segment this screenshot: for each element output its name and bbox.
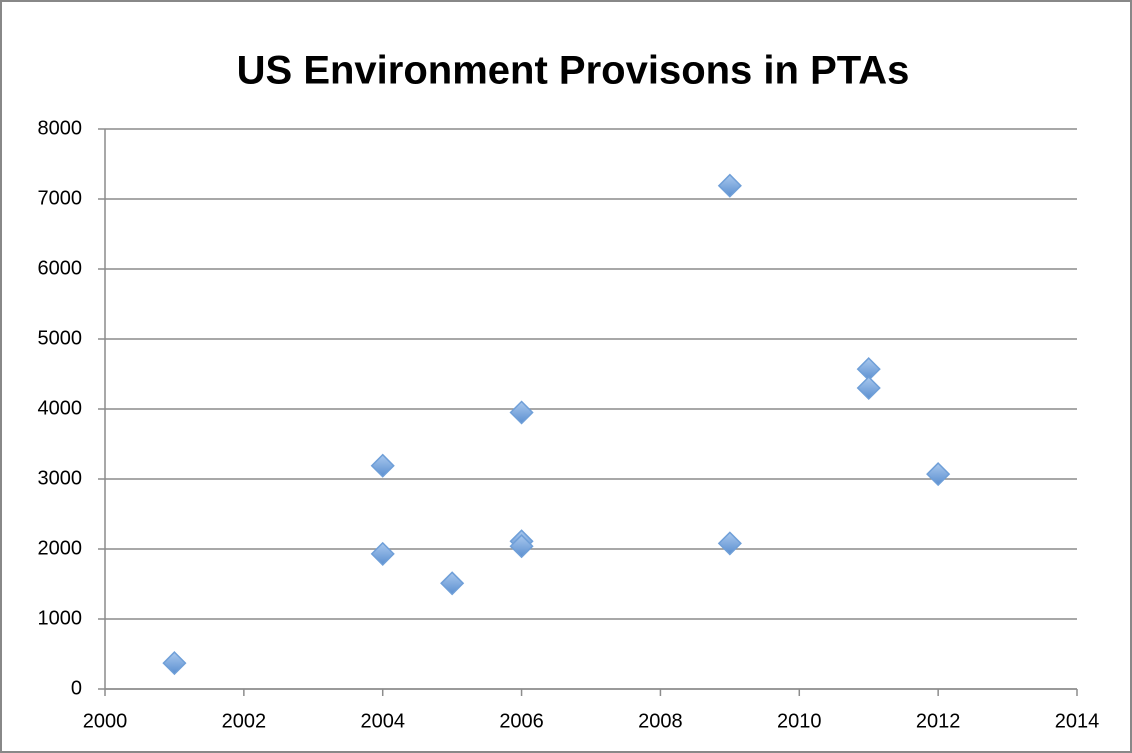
y-tick-label: 1000 xyxy=(38,607,83,629)
y-tick-label: 3000 xyxy=(38,467,83,489)
x-tick-label: 2004 xyxy=(360,710,405,732)
x-tick-label: 2000 xyxy=(83,710,128,732)
point xyxy=(926,462,951,487)
x-tick-label: 2010 xyxy=(777,710,822,732)
point xyxy=(717,531,742,556)
x-tick-label: 2014 xyxy=(1055,710,1100,732)
x-tick-label: 2012 xyxy=(916,710,961,732)
y-tick-label: 4000 xyxy=(38,397,83,419)
x-tick-label: 2002 xyxy=(222,710,267,732)
point xyxy=(162,651,187,676)
x-tick-label: 2006 xyxy=(499,710,544,732)
point xyxy=(509,400,534,425)
point xyxy=(370,541,395,566)
y-tick-label: 2000 xyxy=(38,537,83,559)
point xyxy=(440,571,465,596)
y-tick-label: 6000 xyxy=(38,257,83,279)
x-tick-label: 2008 xyxy=(638,710,683,732)
point xyxy=(509,534,534,559)
y-tick-label: 0 xyxy=(71,677,82,699)
y-tick-label: 8000 xyxy=(38,117,83,139)
point xyxy=(717,173,742,198)
y-tick-label: 7000 xyxy=(38,187,83,209)
y-tick-label: 5000 xyxy=(38,327,83,349)
point xyxy=(370,453,395,478)
chart-title: US Environment Provisons in PTAs xyxy=(237,49,910,93)
point xyxy=(856,375,881,401)
